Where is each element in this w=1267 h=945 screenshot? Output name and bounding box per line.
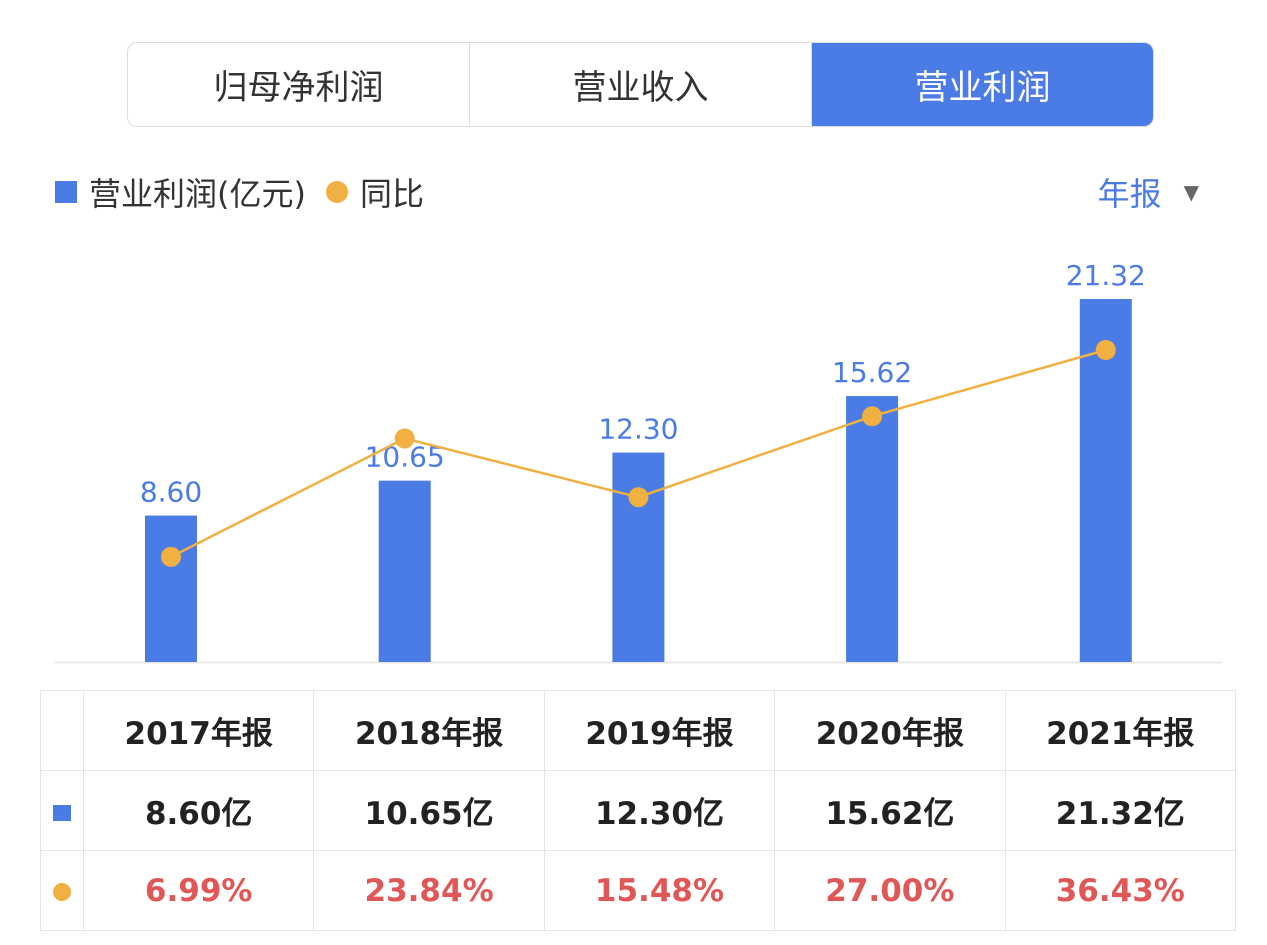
table-corner — [40, 690, 84, 771]
tab-operating-profit[interactable]: 营业利润 — [812, 43, 1153, 126]
table-header: 2017年报 — [82, 690, 315, 771]
bar — [145, 515, 197, 662]
table-header: 2020年报 — [774, 690, 1006, 771]
dot-marker-icon — [53, 882, 71, 901]
line-legend-dot-icon — [325, 181, 348, 203]
bar-marker-icon — [53, 804, 71, 821]
yoy-point — [394, 428, 415, 449]
bar — [612, 452, 665, 662]
metric-tabs: 归母净利润 营业收入 营业利润 — [127, 42, 1154, 127]
table-cell: 10.65亿 — [313, 770, 545, 851]
table-cell: 36.43% — [1004, 850, 1237, 931]
period-value: 年报 — [1097, 175, 1162, 213]
table-header: 2018年报 — [313, 690, 545, 771]
table-header: 2021年报 — [1004, 690, 1237, 771]
table-cell: 12.30亿 — [543, 770, 776, 851]
tab-revenue[interactable]: 营业收入 — [470, 43, 812, 126]
bar — [846, 396, 899, 662]
bar-data-label: 21.32 — [1066, 259, 1146, 292]
legend: 营业利润(亿元) 同比 — [55, 170, 424, 214]
data-table: 2017年报 2018年报 2019年报 2020年报 2021年报 8.60亿… — [40, 690, 1237, 931]
bar — [378, 480, 431, 662]
yoy-point — [1095, 340, 1116, 360]
table-header-row: 2017年报 2018年报 2019年报 2020年报 2021年报 — [40, 690, 1237, 771]
legend-bar-label: 营业利润(亿元) — [89, 175, 306, 213]
yoy-point — [862, 406, 883, 427]
legend-line-label: 同比 — [359, 175, 424, 213]
tab-net-profit[interactable]: 归母净利润 — [128, 43, 470, 126]
table-cell: 15.48% — [543, 850, 776, 931]
period-dropdown[interactable]: 年报 ▼ — [1098, 170, 1199, 214]
bar-legend-swatch-icon — [55, 181, 77, 203]
caret-down-icon: ▼ — [1183, 180, 1199, 204]
bar-data-label: 8.60 — [140, 476, 202, 509]
table-row-yoy: 6.99% 23.84% 15.48% 27.00% 36.43% — [40, 850, 1237, 931]
table-cell: 15.62亿 — [774, 770, 1006, 851]
bar-data-label: 12.30 — [598, 413, 678, 446]
yoy-point — [628, 487, 649, 508]
bar-data-label: 15.62 — [832, 356, 912, 389]
table-cell: 8.60亿 — [82, 770, 315, 851]
table-cell: 21.32亿 — [1004, 770, 1237, 851]
table-cell: 6.99% — [82, 850, 315, 931]
yoy-point — [161, 546, 181, 567]
table-header: 2019年报 — [543, 690, 776, 771]
table-cell: 27.00% — [774, 850, 1006, 931]
table-cell: 23.84% — [313, 850, 545, 931]
table-row-profit: 8.60亿 10.65亿 12.30亿 15.62亿 21.32亿 — [40, 770, 1237, 851]
